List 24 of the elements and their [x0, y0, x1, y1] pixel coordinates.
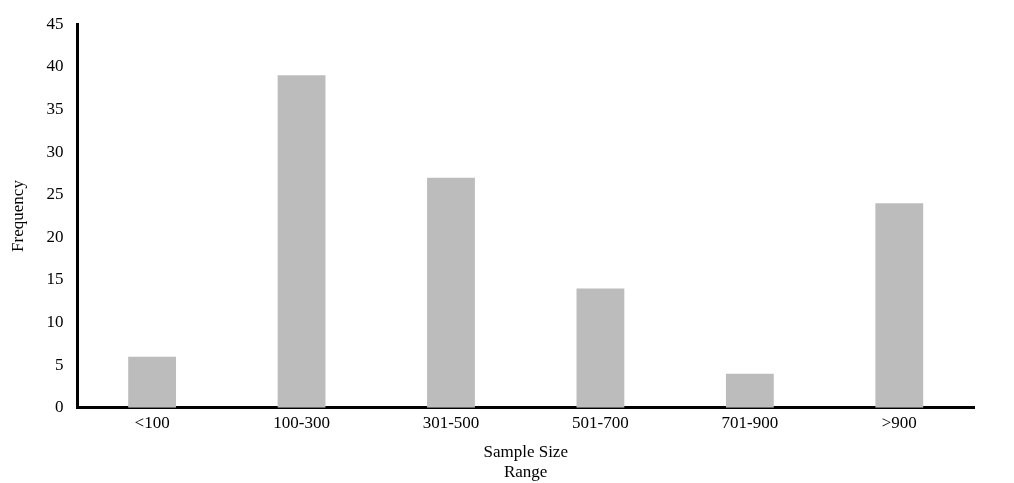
- y-tick-label: 45: [46, 13, 64, 33]
- x-tick-label: 701-900: [721, 413, 779, 433]
- y-tick-label: 35: [46, 98, 64, 118]
- x-axis-title: Sample Size Range: [483, 441, 568, 482]
- y-tick-label: 0: [54, 397, 64, 417]
- x-tick-label: <100: [134, 413, 170, 433]
- x-tick-label: 301-500: [422, 413, 480, 433]
- bar: [725, 373, 774, 408]
- y-tick-label: 15: [46, 269, 64, 289]
- bar: [875, 203, 924, 408]
- bar: [576, 288, 625, 408]
- y-tick-label: 30: [46, 141, 64, 161]
- x-tick-label: >900: [881, 413, 917, 433]
- y-tick-label: 25: [46, 184, 64, 204]
- y-tick-label: 10: [46, 312, 64, 332]
- y-tick-label: 5: [54, 354, 64, 374]
- x-tick-label: 100-300: [273, 413, 330, 433]
- bar: [427, 177, 475, 408]
- y-axis-title: Frequency: [7, 179, 27, 252]
- bar: [128, 356, 177, 408]
- y-tick-label: 20: [46, 226, 64, 246]
- y-tick-label: 40: [46, 56, 64, 76]
- x-tick-label: 501-700: [572, 413, 629, 433]
- bar: [277, 75, 326, 408]
